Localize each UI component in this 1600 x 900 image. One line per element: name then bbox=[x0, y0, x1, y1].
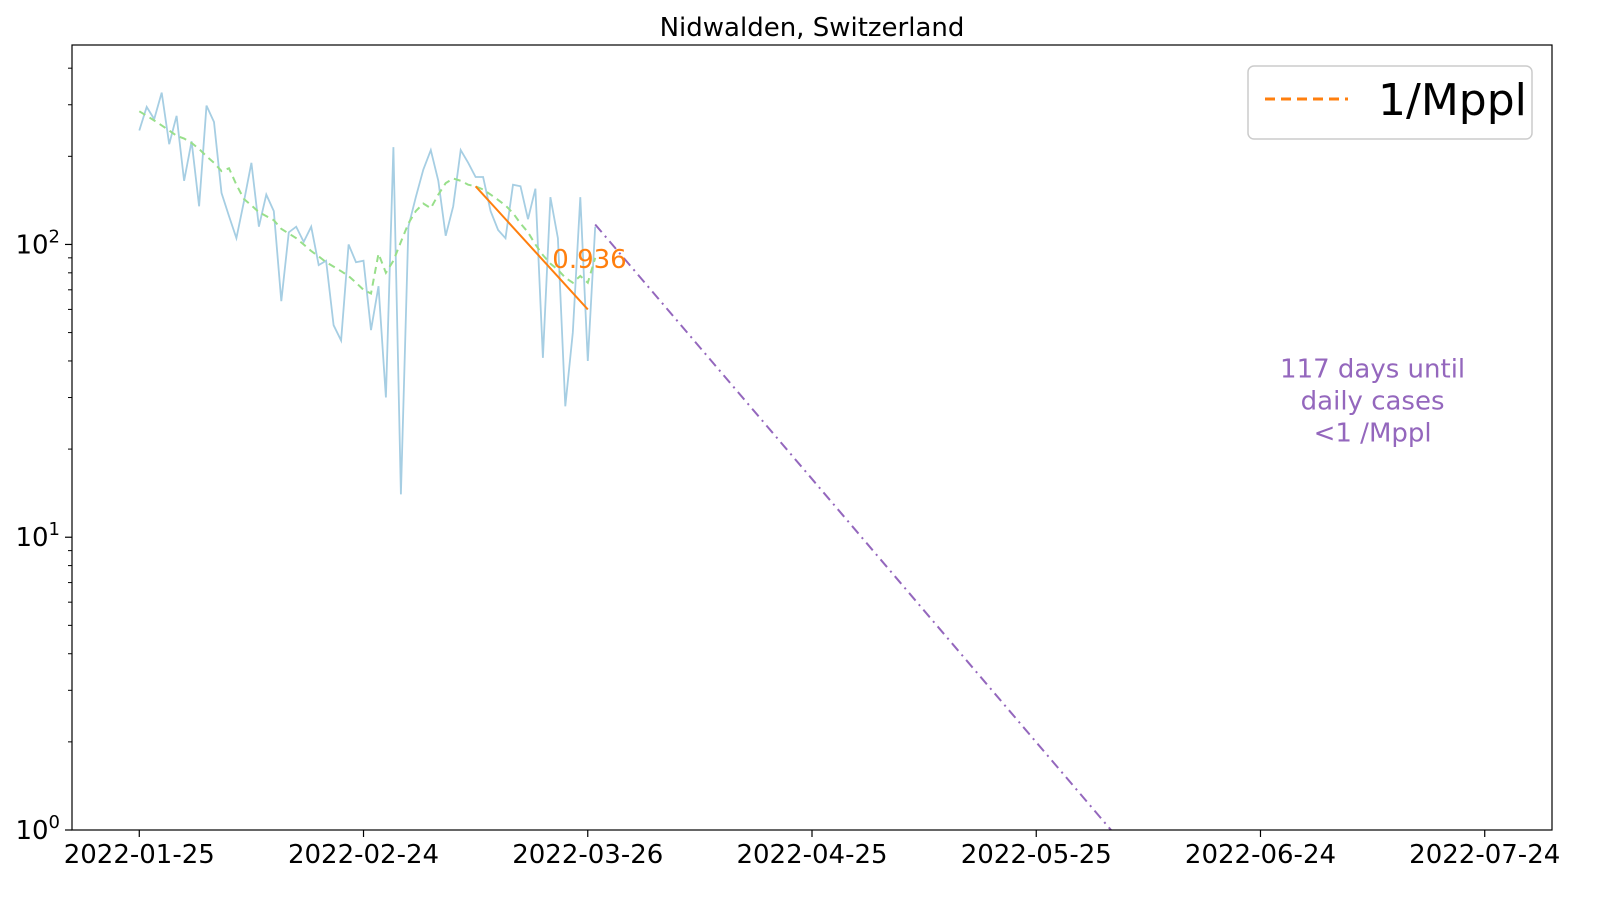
projection-annotation-line: daily cases bbox=[1301, 387, 1445, 417]
y-tick-label: 102 bbox=[15, 226, 60, 260]
y-tick-label: 100 bbox=[15, 812, 60, 846]
fit-rate-annotation: 0.936 bbox=[552, 245, 626, 275]
series-fit-line bbox=[474, 185, 589, 311]
x-tick-label: 2022-05-25 bbox=[961, 840, 1112, 870]
series-daily-line bbox=[138, 92, 597, 495]
chart-title: Nidwalden, Switzerland bbox=[660, 13, 965, 43]
projection-annotation-line: <1 /Mppl bbox=[1314, 419, 1432, 449]
x-tick-label: 2022-01-25 bbox=[64, 840, 215, 870]
y-tick-label: 101 bbox=[15, 519, 60, 553]
series-smoothed-line bbox=[138, 110, 597, 295]
x-tick-label: 2022-06-24 bbox=[1185, 840, 1336, 870]
x-tick-label: 2022-04-25 bbox=[736, 840, 887, 870]
projection-annotation-line: 117 days until bbox=[1280, 355, 1465, 385]
x-tick-label: 2022-07-24 bbox=[1409, 840, 1560, 870]
legend-label: 1/Mppl bbox=[1378, 75, 1527, 126]
x-tick-label: 2022-02-24 bbox=[288, 840, 439, 870]
series-projection-line bbox=[594, 223, 1112, 830]
legend-box bbox=[1247, 65, 1533, 140]
x-tick-label: 2022-03-26 bbox=[512, 840, 663, 870]
